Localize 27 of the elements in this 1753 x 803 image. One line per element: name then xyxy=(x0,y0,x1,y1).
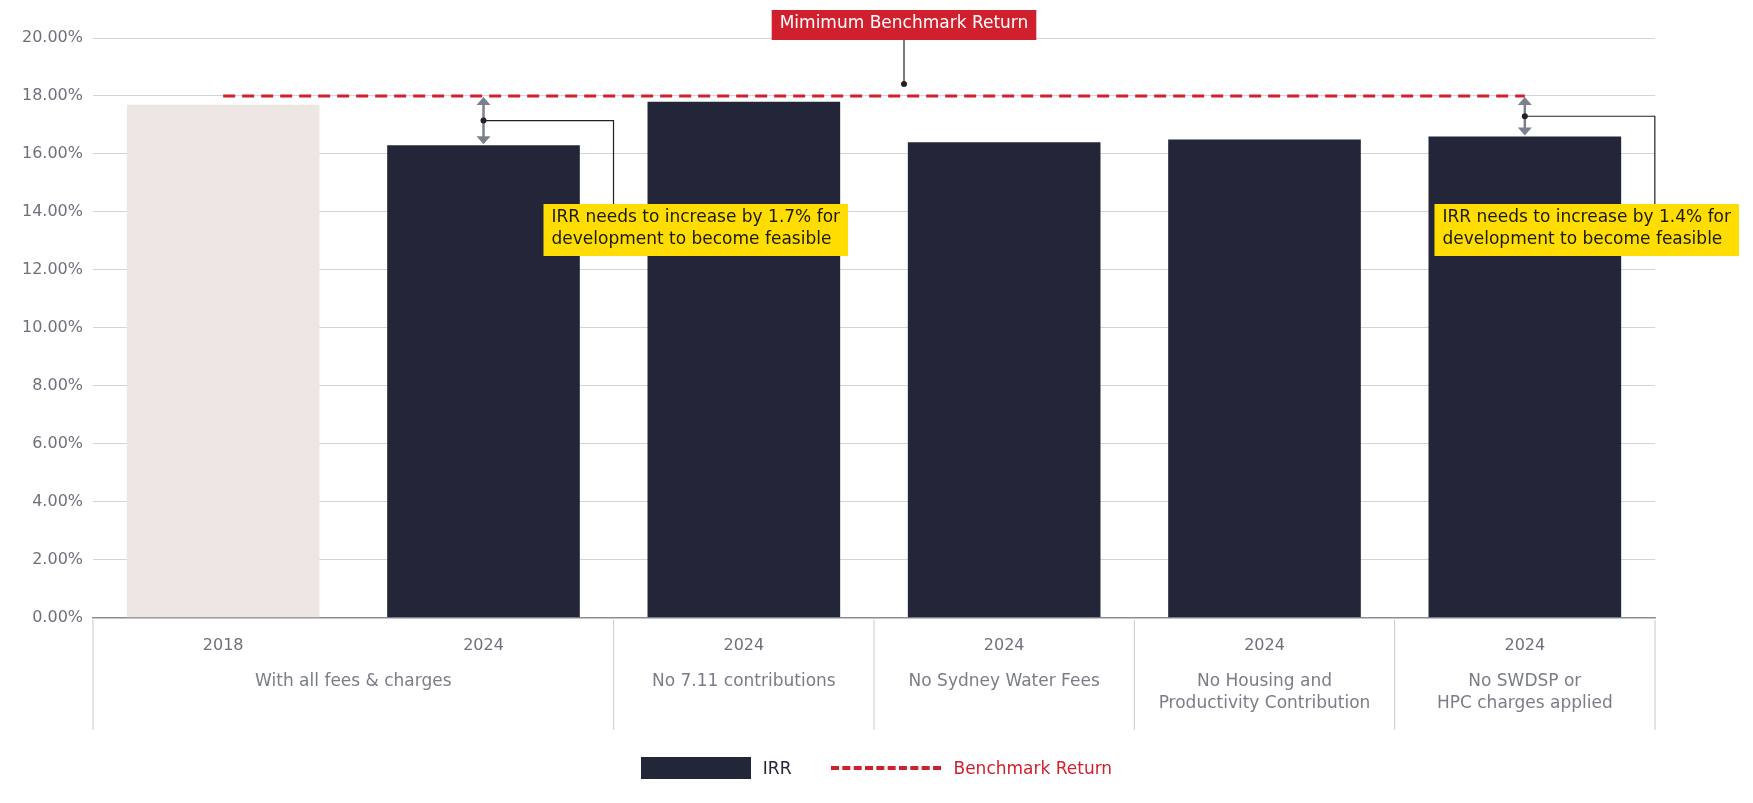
text: IRR xyxy=(762,758,792,778)
y-tick-label: 20.00% xyxy=(21,27,84,47)
x-tick-label: 2018 xyxy=(202,634,244,654)
x-tick-label: 2024 xyxy=(723,634,765,654)
annotation: IRR needs to increase by 1.7% for development to become feasible xyxy=(551,205,841,248)
text: Benchmark Return xyxy=(953,758,1113,778)
y-tick-label: 8.00% xyxy=(32,375,84,395)
y-tick-label: 6.00% xyxy=(32,433,84,453)
text: No 7.11 contributions xyxy=(652,669,836,690)
y-tick-label: 16.00% xyxy=(21,143,84,163)
text: Mimimum Benchmark Return xyxy=(779,11,1029,32)
text: With all fees & charges xyxy=(255,669,452,690)
y-tick-label: 18.00% xyxy=(21,85,84,105)
y-tick-label: 14.00% xyxy=(21,201,84,221)
y-tick-label: 0.00% xyxy=(32,606,84,626)
text: No Sydney Water Fees xyxy=(908,669,1100,690)
y-tick-label: 10.00% xyxy=(21,317,84,337)
y-tick-label: 12.00% xyxy=(21,259,84,279)
text: No SWDSP or HPC charges applied xyxy=(1436,669,1613,712)
x-tick-label: 2024 xyxy=(1244,634,1285,654)
annotation: IRR needs to increase by 1.4% for development to become feasible xyxy=(1442,205,1732,248)
y-tick-label: 4.00% xyxy=(32,491,84,510)
x-tick-label: 2024 xyxy=(463,634,504,654)
x-tick-label: 2024 xyxy=(1504,634,1546,654)
y-tick-label: 2.00% xyxy=(32,548,84,568)
text: No Housing and Productivity Contribution xyxy=(1158,669,1371,712)
x-tick-label: 2024 xyxy=(983,634,1025,654)
